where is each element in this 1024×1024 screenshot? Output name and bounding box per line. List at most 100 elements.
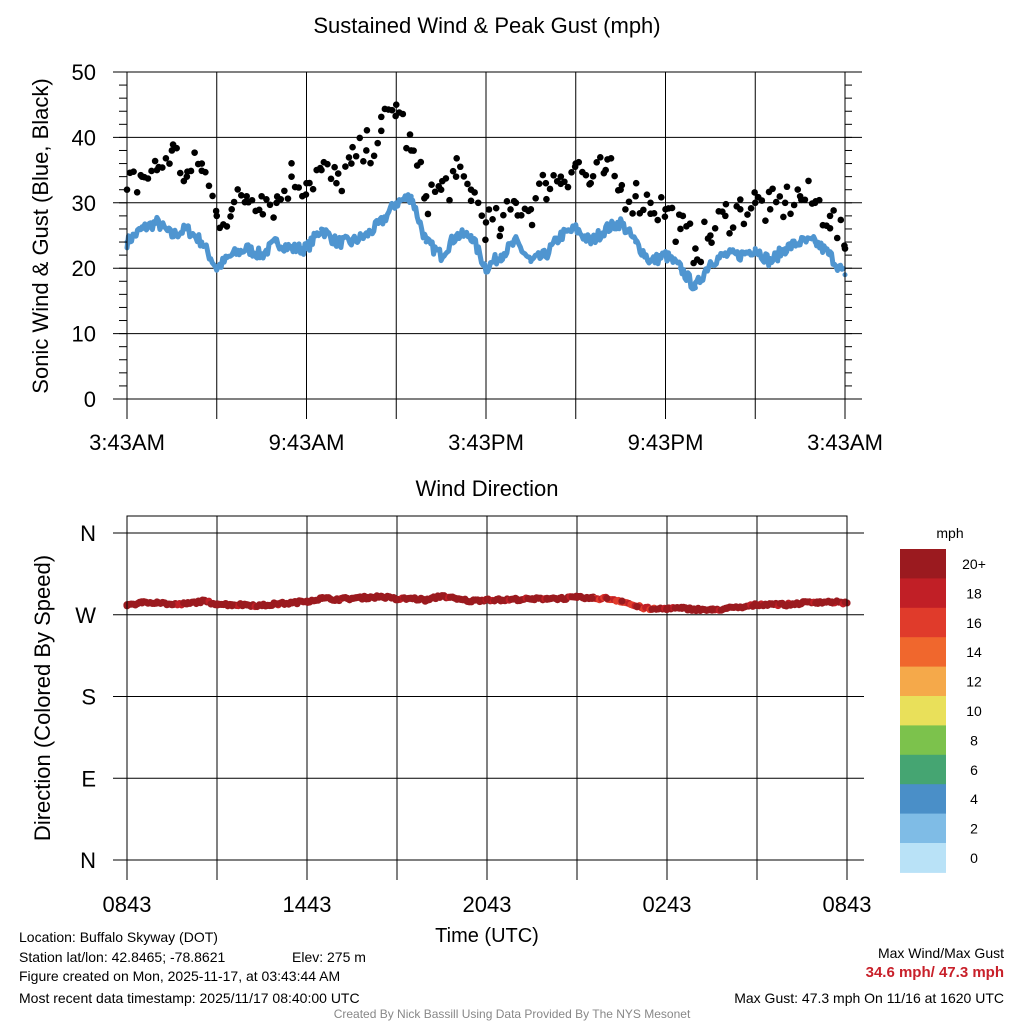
wind-direction-point xyxy=(798,599,806,607)
peak-gust-point xyxy=(270,214,277,221)
sustained-wind-point xyxy=(528,259,534,265)
peak-gust-point xyxy=(736,196,744,203)
colorbar-swatch xyxy=(900,725,946,756)
peak-gust-point xyxy=(194,160,202,168)
wind-direction-series xyxy=(123,592,851,615)
peak-gust-point xyxy=(837,216,845,224)
peak-gust-point xyxy=(255,206,263,214)
peak-gust-point xyxy=(374,139,382,147)
peak-gust-point xyxy=(758,197,766,204)
colorbar-label: 20+ xyxy=(962,556,986,572)
peak-gust-point xyxy=(460,173,468,180)
peak-gust-point xyxy=(478,212,486,219)
colorbar-swatch xyxy=(900,843,946,873)
peak-gust-point xyxy=(496,232,504,240)
most-recent-timestamp: Most recent data timestamp: 2025/11/17 0… xyxy=(19,990,360,1006)
peak-gust-point xyxy=(133,189,141,196)
peak-gust-point xyxy=(611,172,618,180)
peak-gust-point xyxy=(722,200,730,208)
colorbar-swatch xyxy=(900,754,946,785)
colorbar-swatch xyxy=(900,666,946,697)
wind-direction-point xyxy=(723,604,731,612)
peak-gust-point xyxy=(622,206,629,213)
sustained-wind-point xyxy=(304,246,309,252)
peak-gust-point xyxy=(173,144,180,152)
sustained-wind-point xyxy=(378,219,384,225)
peak-gust-point xyxy=(410,147,417,154)
peak-gust-point xyxy=(258,192,265,200)
wind-direction-point xyxy=(378,592,386,601)
peak-gust-point xyxy=(212,207,220,215)
peak-gust-point xyxy=(650,210,658,217)
colorbar-label: 4 xyxy=(970,791,978,807)
peak-gust-point xyxy=(557,173,565,180)
peak-gust-point xyxy=(719,208,726,215)
wind-direction-point xyxy=(813,598,821,606)
sustained-wind-point xyxy=(513,239,519,245)
wind-direction-point xyxy=(498,596,506,604)
peak-gust-point xyxy=(661,213,669,220)
peak-gust-point xyxy=(453,154,460,162)
sustained-wind-point xyxy=(812,239,818,245)
wind-direction-point xyxy=(588,594,596,603)
sustained-wind-point xyxy=(797,239,803,245)
sustained-wind-point xyxy=(573,226,579,232)
peak-gust-point xyxy=(162,155,170,162)
figure-created: Figure created on Mon, 2025-11-17, at 03… xyxy=(19,968,341,984)
sustained-wind-point xyxy=(453,233,459,238)
sustained-wind-point xyxy=(752,246,758,252)
peak-gust-point xyxy=(223,223,231,230)
max-wind-gust-values: 34.6 mph/ 47.3 mph xyxy=(865,964,1004,981)
colorbar-swatch xyxy=(900,784,946,815)
peak-gust-point xyxy=(327,175,335,183)
sustained-wind-point xyxy=(692,285,698,291)
colorbar-label: 0 xyxy=(970,850,978,866)
peak-gust-point xyxy=(345,154,353,161)
wind-gust-grid xyxy=(113,71,862,419)
peak-gust-point xyxy=(442,175,450,182)
wind-gust-x-tick-label: 9:43PM xyxy=(628,430,704,455)
peak-gust-point xyxy=(625,198,633,206)
peak-gust-point xyxy=(593,159,600,166)
peak-gust-point xyxy=(776,193,784,200)
wind-gust-plot-frame xyxy=(126,71,846,400)
peak-gust-point xyxy=(302,191,310,198)
wind-gust-y-tick-label: 40 xyxy=(72,125,96,150)
sustained-wind-point xyxy=(289,246,295,252)
colorbar-label: 6 xyxy=(970,762,978,778)
peak-gust-point xyxy=(607,154,615,162)
peak-gust-point xyxy=(349,143,356,151)
wind-gust-chart-title: Sustained Wind & Peak Gust (mph) xyxy=(313,13,660,38)
sustained-wind-point xyxy=(169,233,175,238)
peak-gust-point xyxy=(360,158,367,165)
wind-direction-point xyxy=(438,592,446,600)
peak-gust-point xyxy=(679,212,687,220)
peak-gust-point xyxy=(640,206,647,214)
peak-gust-point xyxy=(647,199,654,207)
wind-direction-point xyxy=(258,602,266,610)
peak-gust-point xyxy=(711,225,719,232)
wind-gust-y-axis-label: Sonic Wind & Gust (Blue, Black) xyxy=(28,78,53,393)
sustained-wind-point xyxy=(677,265,683,271)
wind-direction-x-tick-label: 1443 xyxy=(283,892,332,917)
sustained-wind-point xyxy=(782,246,788,252)
sustained-wind-point xyxy=(707,259,713,265)
peak-gust-point xyxy=(697,258,705,266)
peak-gust-point xyxy=(805,177,812,185)
max-wind-gust-label: Max Wind/Max Gust xyxy=(877,945,1004,961)
peak-gust-point xyxy=(352,152,360,160)
peak-gust-point xyxy=(686,220,694,228)
peak-gust-point xyxy=(766,206,774,213)
wind-direction-y-tick-label: N xyxy=(80,521,96,546)
peak-gust-point xyxy=(144,175,152,182)
peak-gust-point xyxy=(166,160,173,167)
peak-gust-point xyxy=(780,213,787,221)
peak-gust-point xyxy=(841,242,848,249)
wind-direction-point xyxy=(573,593,581,602)
station-latlon: Station lat/lon: 42.8465; -78.8621 xyxy=(19,949,226,965)
wind-gust-x-tick-label: 3:43PM xyxy=(448,430,524,455)
credit-line: Created By Nick Bassill Using Data Provi… xyxy=(333,1007,691,1021)
colorbar-swatch xyxy=(900,607,946,638)
peak-gust-point xyxy=(629,210,636,217)
